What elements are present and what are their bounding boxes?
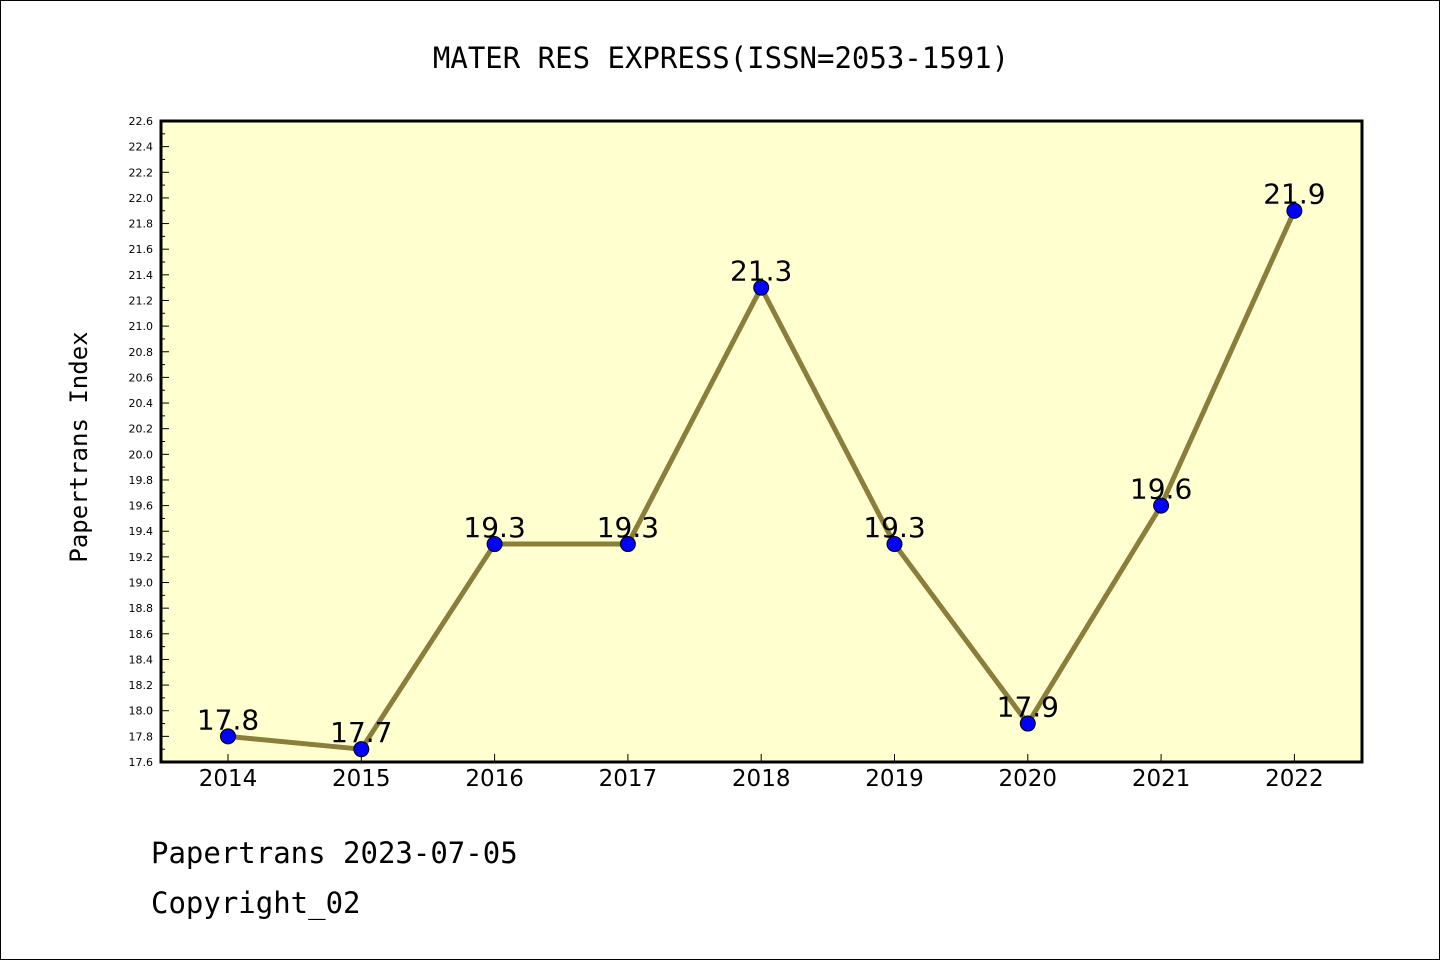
x-axis-ticks: 2014 2015 2016 2017 2018 2019 2020 2021 2022 bbox=[199, 754, 1324, 792]
y-tick-label: 17.8 bbox=[129, 730, 154, 743]
y-tick-label: 21.0 bbox=[129, 320, 154, 333]
y-tick-label: 20.0 bbox=[129, 448, 154, 461]
x-tick-label: 2022 bbox=[1265, 766, 1324, 792]
y-tick-label: 21.6 bbox=[129, 243, 154, 256]
x-tick-label: 2020 bbox=[999, 766, 1058, 792]
data-point bbox=[886, 536, 903, 553]
x-tick-label: 2018 bbox=[732, 766, 791, 792]
data-point bbox=[486, 536, 503, 553]
data-point bbox=[1019, 715, 1036, 732]
data-point bbox=[753, 279, 770, 296]
data-label: 17.7 bbox=[330, 716, 392, 749]
y-tick-label: 18.4 bbox=[129, 653, 154, 666]
y-axis-ticks: 17.6 17.8 18.0 18.2 18.4 18.6 18.8 19.0 19.2 19.4… bbox=[129, 115, 169, 769]
y-tick-label: 18.2 bbox=[129, 679, 154, 692]
data-label: 21.9 bbox=[1263, 178, 1325, 211]
data-point bbox=[1153, 497, 1170, 514]
data-label: 17.9 bbox=[997, 691, 1059, 724]
y-tick-label: 18.0 bbox=[129, 705, 154, 718]
y-tick-label: 17.6 bbox=[129, 756, 154, 769]
data-label: 21.3 bbox=[730, 255, 792, 288]
x-tick-label: 2017 bbox=[599, 766, 658, 792]
y-axis-label: Papertrans Index bbox=[65, 331, 93, 562]
y-tick-label: 19.8 bbox=[129, 474, 154, 487]
y-tick-label: 19.2 bbox=[129, 551, 154, 564]
data-point bbox=[1286, 202, 1303, 219]
y-tick-label: 20.6 bbox=[129, 371, 154, 384]
y-tick-label: 21.8 bbox=[129, 218, 154, 231]
data-point bbox=[220, 728, 236, 745]
y-tick-label: 21.4 bbox=[129, 269, 154, 282]
y-tick-label: 21.2 bbox=[129, 294, 154, 307]
data-label: 19.3 bbox=[463, 511, 525, 544]
x-tick-label: 2014 bbox=[199, 766, 258, 792]
y-tick-label: 20.2 bbox=[129, 423, 154, 436]
data-point bbox=[619, 536, 636, 553]
x-tick-label: 2019 bbox=[865, 766, 924, 792]
data-label: 17.8 bbox=[197, 703, 259, 736]
series-group: 17.8 17.7 19.3 19.3 21.3 19.3 17.9 19.6 21.9 bbox=[197, 178, 1326, 758]
y-tick-label: 22.4 bbox=[129, 141, 154, 154]
footer-copyright-text: Copyright_02 bbox=[151, 886, 361, 920]
y-tick-label: 18.8 bbox=[129, 602, 154, 615]
y-tick-label: 22.0 bbox=[129, 192, 154, 205]
y-tick-label: 20.4 bbox=[129, 397, 154, 410]
data-label: 19.3 bbox=[597, 511, 659, 544]
x-tick-label: 2016 bbox=[465, 766, 524, 792]
y-tick-label: 22.2 bbox=[129, 166, 154, 179]
chart-title: MATER RES EXPRESS(ISSN=2053-1591) bbox=[433, 41, 1009, 75]
footer-date-text: Papertrans 2023-07-05 bbox=[151, 836, 518, 870]
y-tick-label: 22.6 bbox=[129, 115, 154, 128]
plot-area bbox=[161, 121, 1362, 762]
y-tick-label: 19.6 bbox=[129, 500, 154, 513]
data-point bbox=[353, 741, 370, 758]
x-tick-label: 2021 bbox=[1132, 766, 1191, 792]
data-label: 19.3 bbox=[863, 511, 925, 544]
y-tick-label: 18.6 bbox=[129, 628, 154, 641]
plot-frame bbox=[159, 119, 1364, 764]
data-label: 19.6 bbox=[1130, 473, 1192, 506]
y-tick-label: 19.0 bbox=[129, 577, 154, 590]
y-tick-label: 20.8 bbox=[129, 346, 154, 359]
x-tick-label: 2015 bbox=[332, 766, 391, 792]
y-tick-label: 19.4 bbox=[129, 525, 154, 538]
